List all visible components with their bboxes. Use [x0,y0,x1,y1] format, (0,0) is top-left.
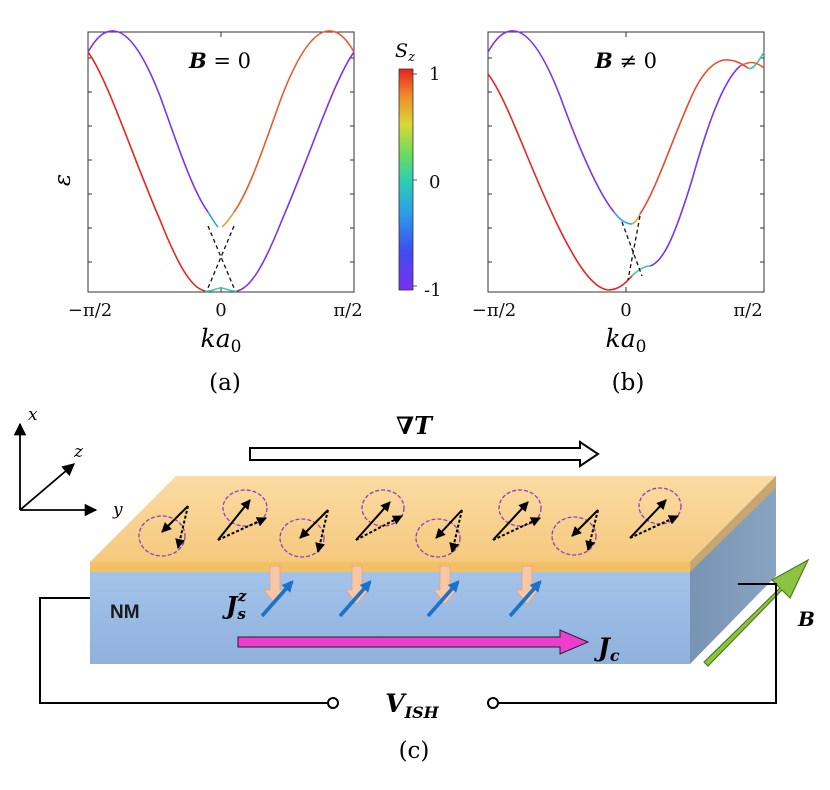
spin-precession-8 [629,487,682,539]
panel-a-title: B = 0 [188,48,251,73]
colorbar-tick-bottom: -1 [424,280,442,301]
spin-current-label: Jsz [222,587,247,623]
panel-c-caption: (c) [399,738,430,764]
slab-top-edge [90,562,690,572]
panel-b-lower-band-center [631,265,651,277]
terminal-left [327,697,339,709]
spin-polarization-arrows [260,580,542,618]
field-arrow [703,558,810,667]
panel-b-frame [487,31,765,293]
panel-b: B ≠ 0 −π/2 0 π/2 ka0 (b) [472,30,765,396]
spin-polarization-arrow-4 [508,580,542,618]
panel-b-lower-band-right [649,65,741,267]
panel-a-upper-band-center-left [207,211,219,228]
panel-b-crossing-dashed [621,215,643,281]
spin-pump-arrow-4 [515,565,539,605]
panel-b-xtick-right: π/2 [733,300,762,321]
panel-a-upper-band-right [233,30,355,213]
nm-label: NM [110,602,140,623]
panel-a: B = 0 ε −π/2 0 π/2 ka0 (a) [50,30,363,396]
panel-a-xtick-left: −π/2 [68,300,112,321]
spin-pump-arrow-3 [433,565,457,605]
voltage-label: VISH [385,689,439,722]
temperature-gradient-arrow [249,440,600,468]
panel-b-caption: (b) [612,370,645,396]
colorbar-tick-mid: 0 [429,172,440,193]
spin-polarization-arrow-3 [426,580,460,618]
panel-a-xtick-mid: 0 [215,300,226,321]
colorbar-gradient [398,68,414,291]
panel-a-frame [87,31,355,293]
slab-front-face [90,572,690,664]
panel-b-lower-band-tail [739,61,765,69]
panel-a-xtick-right: π/2 [333,300,362,321]
spin-polarization-arrow-1 [260,580,294,618]
colorbar-ticks [413,73,417,287]
panel-a-x-label: ka0 [201,324,242,357]
slab-side-face [690,476,776,664]
panel-b-x-label: ka0 [606,324,647,357]
panel-b-upper-band-center [613,211,633,225]
panel-b-xtick-mid: 0 [620,300,631,321]
charge-current-arrow [237,629,590,655]
gradient-label: ∇T [396,411,434,440]
spin-precession-6 [492,489,542,541]
panel-a-upper-band-center-right [221,211,235,228]
spin-current-sup: z [237,587,247,605]
spin-current-sub: s [237,605,246,623]
charge-current-label: Jc [594,633,620,665]
axis-label-y: y [112,500,123,520]
panel-a-lower-band-center [204,287,238,292]
spin-polarization-arrow-2 [338,580,372,618]
panel-b-ticks [488,32,764,292]
axis-label-x: x [28,405,38,425]
panel-c: x z y ∇T NM [13,405,815,764]
circuit-wires [39,583,777,704]
colorbar-label-sub: z [407,50,415,65]
spin-precession-2 [217,489,268,541]
panel-a-y-label: ε [50,174,76,186]
panel-b-upper-band-tail [747,51,765,70]
panel-b-lower-band-left [487,73,633,291]
colorbar-tick-top: 1 [429,64,440,85]
spin-precession-7 [551,509,599,556]
colorbar-label: Sz [395,40,415,65]
terminal-right [487,697,499,709]
spin-precession-4 [355,489,405,541]
panel-a-caption: (a) [209,370,241,396]
coordinate-axes [13,422,98,517]
panel-a-lower-band-right [236,51,355,292]
panel-b-upper-band-mid [631,213,641,225]
spin-precession-group [138,487,682,558]
voltage-sub: ISH [404,703,440,722]
panel-a-x-label-sub: 0 [231,337,242,357]
spin-pump-arrow-2 [345,565,369,605]
panel-b-upper-band-left [487,30,615,213]
field-label: B [797,607,815,631]
axis-label-z: z [73,442,84,462]
spin-precession-1 [138,505,189,557]
panel-a-crossing-dashed [207,225,235,289]
spin-precession-5 [415,509,463,558]
panel-b-x-label-sub: 0 [636,337,647,357]
charge-current-sub: c [610,646,620,665]
spin-precession-3 [279,509,329,558]
panel-a-upper-band-left [87,30,209,213]
panel-b-upper-band-right [639,59,749,215]
slab-side-top-edge [690,476,776,572]
colorbar: Sz 1 0 -1 [395,40,441,301]
panel-b-title: B ≠ 0 [594,48,657,73]
panel-b-xtick-left: −π/2 [472,300,516,321]
panel-a-lower-band-left [87,51,206,292]
